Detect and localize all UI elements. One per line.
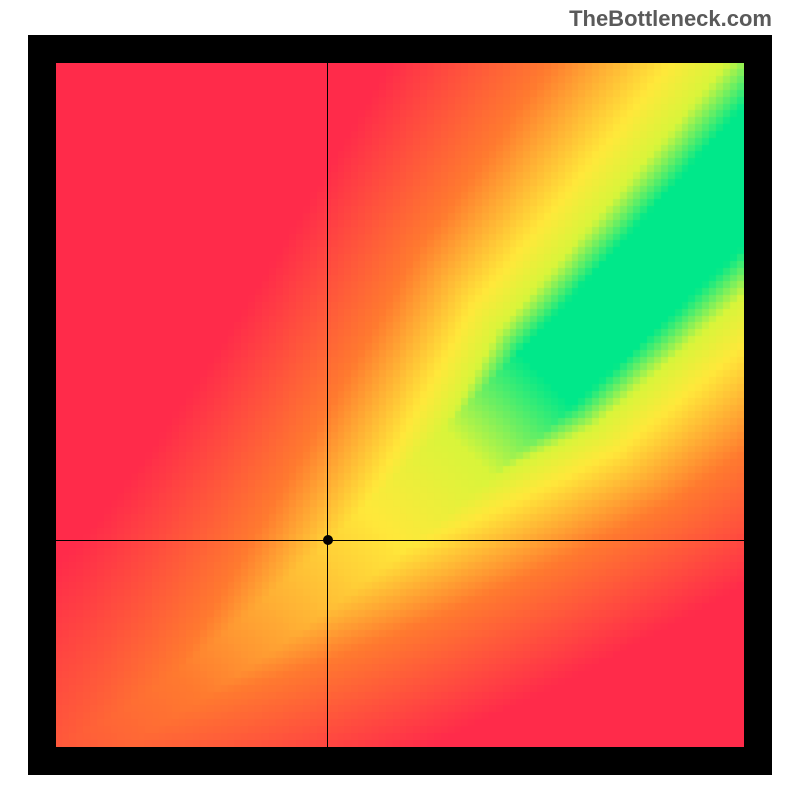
heatmap-canvas: [56, 63, 744, 747]
attribution-label: TheBottleneck.com: [569, 6, 772, 32]
chart-container: TheBottleneck.com: [0, 0, 800, 800]
plot-frame: [28, 35, 772, 775]
crosshair-horizontal: [56, 540, 744, 541]
crosshair-dot: [323, 535, 333, 545]
crosshair-vertical: [327, 63, 328, 747]
